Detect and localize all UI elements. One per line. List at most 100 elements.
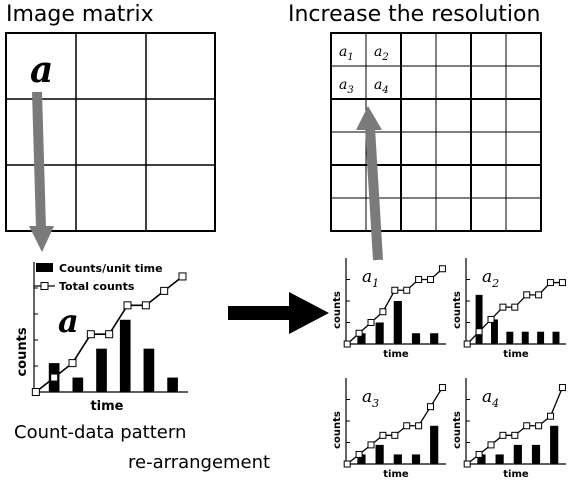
big-chart: Counts/unit time Total counts a counts t… bbox=[15, 262, 188, 414]
total-counts-marker bbox=[367, 319, 375, 326]
total-counts-marker bbox=[438, 265, 446, 273]
total-counts-marker bbox=[547, 412, 555, 420]
total-counts-marker bbox=[391, 286, 399, 294]
total-counts-marker bbox=[403, 422, 411, 430]
count-bar bbox=[506, 331, 514, 344]
total-counts-marker bbox=[379, 431, 387, 439]
total-counts-marker bbox=[487, 441, 495, 449]
rearrangement-arrow bbox=[228, 292, 329, 334]
gray-arrow-up bbox=[356, 106, 383, 261]
legend-counts-unit-time: Counts/unit time bbox=[59, 262, 163, 275]
subpixel-a3: a3 bbox=[339, 77, 354, 96]
subpixel-a2: a2 bbox=[374, 44, 389, 63]
small-chart-label: a2 bbox=[482, 267, 499, 290]
count-bar bbox=[72, 377, 84, 392]
count-bar bbox=[491, 319, 498, 344]
total-counts-marker bbox=[558, 384, 566, 392]
image-matrix-title: Image matrix bbox=[6, 2, 154, 27]
small-chart-ylabel: counts bbox=[452, 291, 463, 329]
small-chart-xlabel: time bbox=[383, 349, 409, 360]
total-counts-marker bbox=[487, 315, 495, 323]
total-counts-marker bbox=[178, 272, 187, 281]
total-counts-marker bbox=[86, 330, 95, 339]
legend-bar-swatch bbox=[36, 263, 53, 272]
gray-arrow-down bbox=[29, 91, 54, 252]
total-counts-marker bbox=[463, 460, 471, 468]
small-chart-a4: a4 counts time bbox=[452, 378, 566, 480]
subpixel-a1: a1 bbox=[339, 44, 354, 63]
count-bar bbox=[375, 444, 384, 464]
count-bar bbox=[513, 444, 522, 464]
big-chart-ylabel: counts bbox=[15, 327, 30, 376]
total-counts-marker bbox=[343, 460, 351, 468]
total-counts-marker bbox=[355, 329, 363, 337]
total-counts-marker bbox=[535, 422, 543, 430]
total-counts-marker bbox=[499, 431, 507, 439]
count-bar bbox=[411, 454, 421, 464]
total-counts-marker bbox=[355, 450, 363, 458]
count-bar bbox=[167, 377, 178, 392]
total-counts-marker bbox=[403, 286, 411, 294]
small-chart-xlabel: time bbox=[383, 469, 409, 480]
count-bar bbox=[430, 425, 439, 464]
count-data-caption: Count-data pattern bbox=[14, 422, 187, 443]
total-counts-marker bbox=[123, 301, 132, 310]
count-bar bbox=[143, 348, 155, 392]
small-chart-xlabel: time bbox=[503, 349, 529, 360]
total-counts-marker bbox=[499, 303, 507, 311]
total-counts-marker bbox=[141, 301, 150, 310]
count-bar bbox=[357, 454, 366, 464]
total-counts-marker bbox=[438, 384, 446, 392]
count-bar bbox=[393, 454, 402, 464]
small-chart-label: a3 bbox=[362, 387, 379, 410]
big-chart-legend: Counts/unit time Total counts bbox=[34, 262, 163, 293]
total-counts-marker bbox=[68, 359, 77, 368]
total-counts-marker bbox=[50, 373, 59, 382]
total-counts-marker bbox=[105, 330, 114, 339]
total-counts-marker bbox=[367, 441, 375, 449]
small-chart-label: a4 bbox=[482, 387, 499, 410]
count-bar bbox=[119, 319, 131, 392]
total-counts-marker bbox=[475, 450, 483, 458]
count-bar bbox=[411, 333, 421, 344]
count-bar bbox=[475, 294, 483, 344]
small-chart-xlabel: time bbox=[503, 469, 529, 480]
total-counts-marker bbox=[463, 340, 471, 348]
total-counts-marker bbox=[160, 286, 169, 295]
count-bar bbox=[477, 454, 486, 464]
count-bar bbox=[375, 322, 384, 344]
matrix-pixel-label: a bbox=[30, 49, 53, 91]
total-counts-marker bbox=[558, 279, 566, 287]
total-counts-marker bbox=[523, 291, 531, 299]
subpixel-labels: a1 a2 a3 a4 bbox=[339, 44, 389, 96]
total-counts-marker bbox=[343, 340, 351, 348]
count-bar bbox=[521, 331, 529, 344]
total-counts-marker bbox=[391, 431, 399, 439]
count-bar bbox=[430, 333, 439, 344]
total-counts-marker bbox=[511, 303, 519, 311]
small-chart-a2: a2 counts time bbox=[452, 258, 566, 360]
total-counts-marker bbox=[31, 388, 40, 396]
big-chart-xlabel: time bbox=[90, 399, 123, 414]
total-counts-marker bbox=[535, 291, 543, 299]
count-bar bbox=[96, 348, 107, 392]
increase-resolution-title: Increase the resolution bbox=[288, 2, 541, 27]
count-bar bbox=[531, 444, 541, 464]
rearrangement-caption: re-arrangement bbox=[128, 452, 271, 473]
total-counts-marker bbox=[475, 328, 483, 336]
small-chart-ylabel: counts bbox=[332, 411, 343, 449]
total-counts-marker bbox=[511, 431, 519, 439]
total-counts-marker bbox=[415, 276, 423, 283]
count-bar bbox=[357, 333, 366, 344]
big-chart-pixel-label: a bbox=[58, 302, 79, 340]
total-counts-marker bbox=[379, 308, 387, 316]
subpixel-a4: a4 bbox=[374, 77, 389, 96]
count-bar bbox=[552, 331, 560, 344]
small-chart-label: a1 bbox=[362, 267, 379, 290]
high-res-grid bbox=[330, 32, 542, 232]
total-counts-marker bbox=[523, 422, 531, 430]
count-bar bbox=[495, 454, 504, 464]
legend-total-counts: Total counts bbox=[59, 280, 135, 293]
total-counts-marker bbox=[547, 279, 555, 287]
